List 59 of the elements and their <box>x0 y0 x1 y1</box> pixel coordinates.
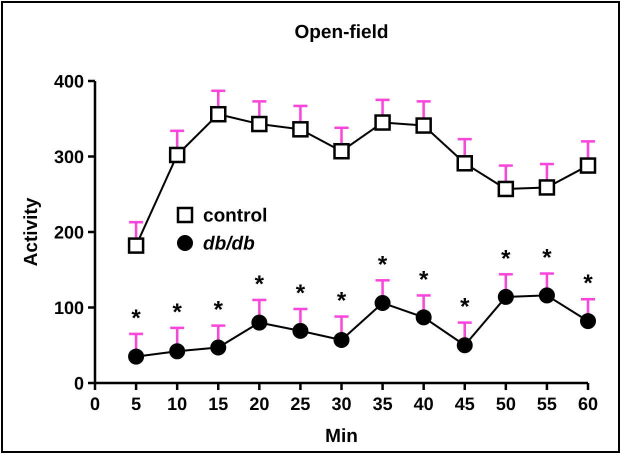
x-tick-label: 30 <box>331 394 352 414</box>
y-tick-label: 400 <box>54 71 84 92</box>
point <box>251 314 268 331</box>
x-tick-label: 35 <box>372 394 393 414</box>
y-tick-label: 0 <box>74 373 84 394</box>
x-tick-label: 40 <box>414 394 434 414</box>
point <box>538 287 555 304</box>
y-tick-label: 200 <box>54 222 84 242</box>
point <box>333 142 350 160</box>
legend-label: db/db <box>203 234 256 255</box>
x-tick-label: 25 <box>290 394 310 414</box>
annotation: * <box>254 270 265 298</box>
point <box>128 237 144 254</box>
x-tick-label: 55 <box>536 394 557 414</box>
annotation: * <box>336 288 347 315</box>
point <box>210 340 226 356</box>
point <box>292 121 309 138</box>
x-tick-label: 45 <box>454 394 475 414</box>
point <box>456 155 473 172</box>
x-axis-title: Min <box>325 426 358 447</box>
annotation: * <box>542 244 552 272</box>
point <box>415 117 432 134</box>
annotation: * <box>131 304 142 332</box>
point <box>374 114 391 131</box>
annotation: * <box>501 245 512 272</box>
point <box>251 116 268 132</box>
annotation: * <box>296 280 306 308</box>
point <box>168 146 186 164</box>
annotation: * <box>214 296 224 324</box>
point <box>538 179 556 196</box>
x-tick-label: 20 <box>249 394 270 414</box>
annotation: * <box>460 294 470 321</box>
point <box>169 343 186 360</box>
point <box>292 322 308 339</box>
y-tick-label: 300 <box>54 146 84 167</box>
point <box>456 337 473 354</box>
point <box>374 294 391 311</box>
legend-label: control <box>203 206 268 227</box>
chart-title: Open-field <box>294 22 388 43</box>
x-tick-label: 60 <box>578 394 598 414</box>
point <box>334 332 350 348</box>
y-tick-label: 100 <box>54 298 84 318</box>
point <box>580 313 596 330</box>
annotation: * <box>378 251 388 278</box>
point <box>210 106 226 122</box>
annotation: * <box>172 298 182 326</box>
x-tick-label: 15 <box>208 394 228 414</box>
x-tick-label: 5 <box>131 394 142 414</box>
x-tick-label: 0 <box>90 394 100 414</box>
point <box>128 348 144 365</box>
annotation: * <box>583 270 594 298</box>
annotation: * <box>418 266 429 294</box>
x-tick-label: 50 <box>496 394 516 414</box>
point <box>416 309 432 326</box>
point <box>498 180 514 198</box>
point <box>498 288 514 305</box>
x-tick-label: 10 <box>167 394 188 414</box>
point <box>580 157 596 174</box>
y-axis-title: Activity <box>21 197 42 266</box>
